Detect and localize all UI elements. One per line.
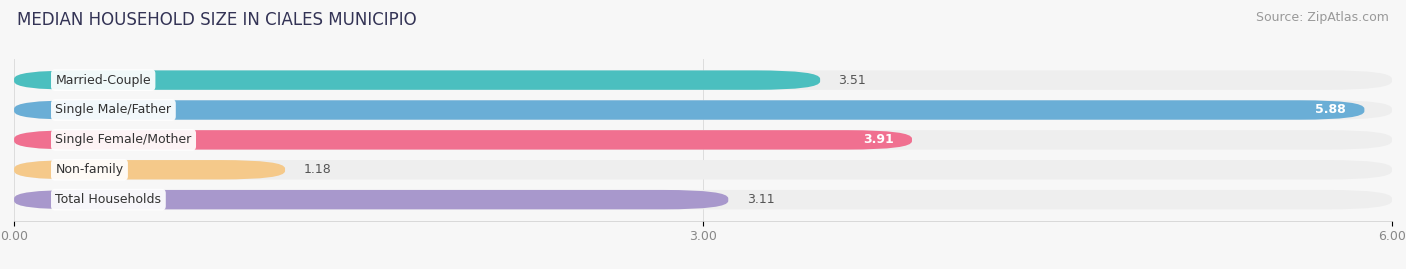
Text: 3.11: 3.11 [747,193,775,206]
Text: Source: ZipAtlas.com: Source: ZipAtlas.com [1256,11,1389,24]
Text: Married-Couple: Married-Couple [55,74,150,87]
FancyBboxPatch shape [14,100,1392,120]
Text: Non-family: Non-family [55,163,124,176]
FancyBboxPatch shape [14,190,728,209]
FancyBboxPatch shape [14,130,912,150]
Text: 3.51: 3.51 [838,74,866,87]
Text: 3.91: 3.91 [863,133,894,146]
FancyBboxPatch shape [14,160,285,179]
FancyBboxPatch shape [14,160,1392,179]
FancyBboxPatch shape [14,70,1392,90]
Text: MEDIAN HOUSEHOLD SIZE IN CIALES MUNICIPIO: MEDIAN HOUSEHOLD SIZE IN CIALES MUNICIPI… [17,11,416,29]
Text: Single Female/Mother: Single Female/Mother [55,133,191,146]
FancyBboxPatch shape [14,70,820,90]
FancyBboxPatch shape [14,100,1364,120]
Text: 5.88: 5.88 [1315,104,1346,116]
FancyBboxPatch shape [14,190,1392,209]
FancyBboxPatch shape [14,130,1392,150]
Text: Single Male/Father: Single Male/Father [55,104,172,116]
Text: 1.18: 1.18 [304,163,332,176]
Text: Total Households: Total Households [55,193,162,206]
